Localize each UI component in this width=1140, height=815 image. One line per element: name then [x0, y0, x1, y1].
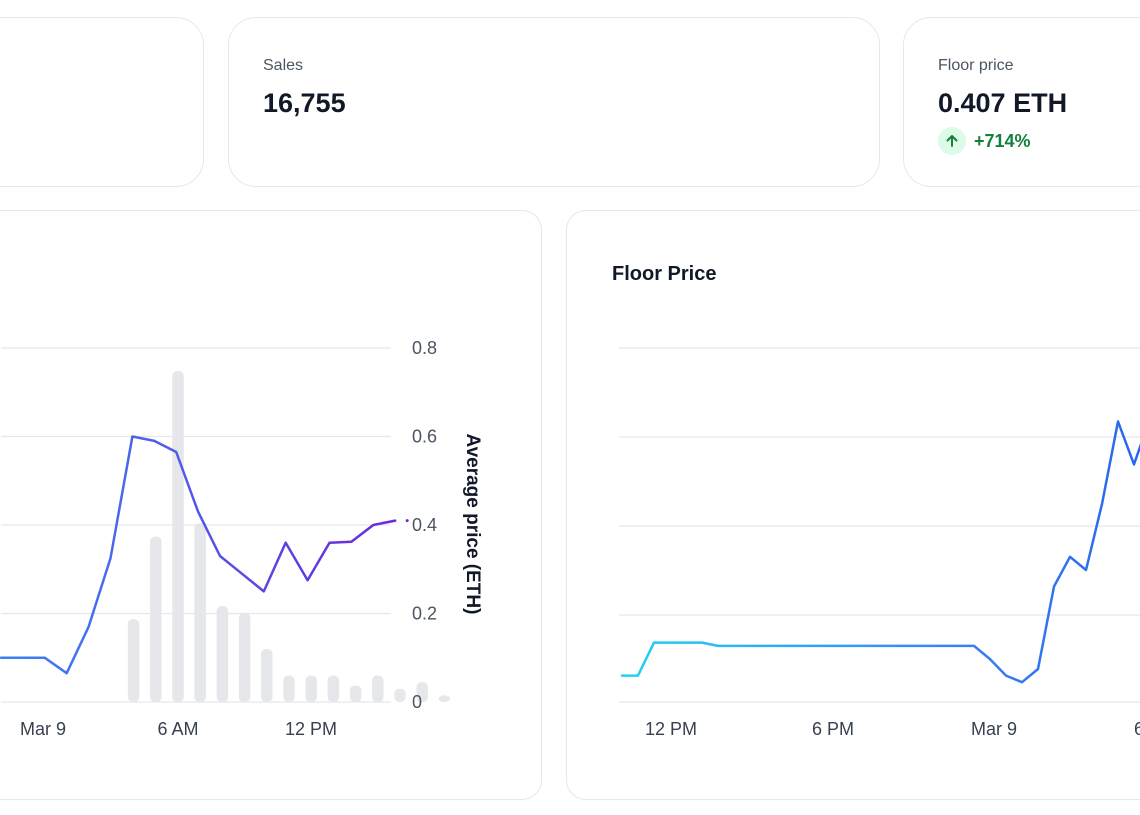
volume-bar[interactable] — [216, 606, 229, 702]
x-tick-label: Mar 9 — [20, 719, 66, 739]
stat-card-floor-price: Floor price 0.407 ETH +714% — [903, 17, 1140, 187]
floor-price-label: Floor price — [938, 57, 1014, 74]
volume-bar[interactable] — [305, 675, 317, 702]
volume-bar[interactable] — [394, 688, 406, 702]
stat-card-sales: Sales 16,755 — [228, 17, 880, 187]
floor-price-chart[interactable]: 12 PM 6 PM Mar 9 6 — [567, 211, 1140, 801]
volume-bar[interactable] — [127, 619, 140, 702]
volume-bar[interactable] — [349, 685, 362, 702]
x-tick-label: 6 AM — [157, 719, 198, 739]
volume-bar[interactable] — [372, 675, 384, 702]
volume-bar[interactable] — [283, 675, 295, 702]
chart-title-floor-price: Floor Price — [612, 263, 717, 285]
y-tick-label: 0 — [412, 692, 422, 712]
volume-bar[interactable] — [238, 612, 251, 702]
y-tick-label: 0.8 — [412, 338, 437, 358]
volume-bar[interactable] — [416, 682, 428, 702]
y-tick-label: 0.2 — [412, 604, 437, 624]
average-price-chart[interactable]: 0.8 0.6 0.4 0.2 0 Mar 9 6 AM 12 PM Average pri… — [0, 211, 543, 801]
volume-bar[interactable] — [438, 695, 451, 702]
volume-bar[interactable] — [327, 675, 340, 702]
x-tick-label: 6 — [1134, 719, 1140, 739]
line-end-dot — [405, 519, 409, 523]
y-axis-label-average-price: Average price (ETH) — [462, 434, 483, 615]
volume-bar[interactable] — [172, 371, 184, 702]
average-price-chart-card: 0.8 0.6 0.4 0.2 0 Mar 9 6 AM 12 PM Average pri… — [0, 210, 542, 800]
floor-price-line[interactable] — [620, 418, 1140, 684]
x-tick-label: 6 PM — [812, 719, 854, 739]
x-tick-label: Mar 9 — [971, 719, 1017, 739]
volume-bar[interactable] — [194, 523, 206, 702]
stat-card-left — [0, 17, 204, 187]
x-tick-label: 12 PM — [645, 719, 697, 739]
floor-price-change-value: +714% — [974, 130, 1031, 151]
arrow-up-icon — [938, 127, 966, 155]
floor-price-chart-card: Floor Price 12 PM 6 PM Mar 9 6 — [566, 210, 1140, 800]
sales-label: Sales — [263, 57, 304, 74]
volume-bar[interactable] — [261, 649, 273, 702]
floor-price-change: +714% — [938, 127, 1031, 155]
volume-bar[interactable] — [150, 536, 162, 703]
floor-price-value: 0.407 ETH — [938, 88, 1068, 118]
x-tick-label: 12 PM — [285, 719, 337, 739]
average-price-line[interactable] — [0, 435, 397, 675]
sales-value: 16,755 — [263, 88, 346, 118]
y-tick-label: 0.6 — [412, 427, 437, 447]
y-tick-label: 0.4 — [412, 515, 437, 535]
